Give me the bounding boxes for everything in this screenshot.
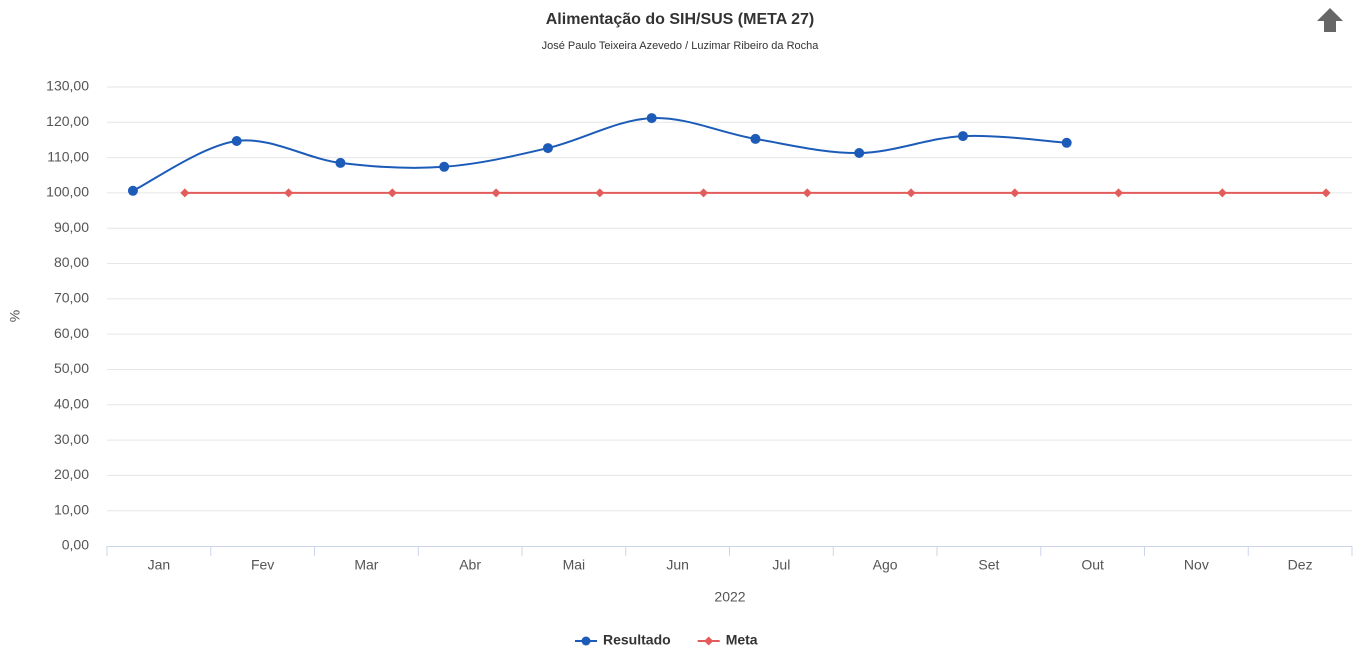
x-tick-label: Mar <box>354 557 378 573</box>
x-tick-label: Nov <box>1184 557 1209 573</box>
point-marker <box>1061 137 1072 148</box>
y-tick-label: 10,00 <box>54 501 89 517</box>
export-button[interactable] <box>1317 8 1343 32</box>
x-tick-label: Ago <box>873 557 898 573</box>
y-tick-label: 60,00 <box>54 325 89 341</box>
y-tick-label: 40,00 <box>54 395 89 411</box>
x-axis-title: 2022 <box>714 589 745 605</box>
y-tick-label: 80,00 <box>54 254 89 270</box>
x-tick-label: Abr <box>459 557 481 573</box>
point-marker <box>957 131 968 142</box>
x-tick-label: Jul <box>772 557 790 573</box>
point-marker <box>1010 188 1020 198</box>
point-marker <box>1114 188 1124 198</box>
point-marker <box>180 188 190 198</box>
point-marker <box>1321 188 1331 198</box>
series-line <box>132 117 1067 192</box>
x-tick-label: Out <box>1081 557 1104 573</box>
point-marker <box>231 136 242 147</box>
point-marker <box>387 188 397 198</box>
chart-subtitle: José Paulo Teixeira Azevedo / Luzimar Ri… <box>542 40 820 52</box>
y-axis-title: % <box>7 310 23 322</box>
y-tick-label: 70,00 <box>54 290 89 306</box>
y-tick-label: 130,00 <box>46 78 89 94</box>
point-marker <box>1217 188 1227 198</box>
y-tick-label: 90,00 <box>54 219 89 235</box>
export-icon[interactable] <box>1317 8 1343 32</box>
x-tick-label: Jun <box>666 557 689 573</box>
x-tick-label: Mai <box>563 557 586 573</box>
legend-symbol <box>704 636 714 646</box>
y-tick-label: 110,00 <box>47 148 89 164</box>
y-tick-label: 100,00 <box>46 184 89 200</box>
point-marker <box>284 188 294 198</box>
x-tick-label: Dez <box>1288 557 1313 573</box>
point-marker <box>699 188 709 198</box>
y-tick-label: 0,00 <box>62 537 89 553</box>
point-marker <box>127 185 138 196</box>
point-marker <box>491 188 501 198</box>
legend-symbol <box>581 636 591 646</box>
point-marker <box>646 113 657 124</box>
point-marker <box>595 188 605 198</box>
chart-title: Alimentação do SIH/SUS (META 27) <box>546 11 814 28</box>
y-tick-label: 20,00 <box>54 466 89 482</box>
legend-label: Resultado <box>603 632 671 648</box>
point-marker <box>439 161 450 172</box>
point-marker <box>750 133 761 144</box>
x-tick-label: Jan <box>148 557 171 573</box>
point-marker <box>906 188 916 198</box>
point-marker <box>854 148 865 159</box>
point-marker <box>542 143 553 154</box>
legend-label: Meta <box>726 632 758 648</box>
x-tick-label: Set <box>978 557 999 573</box>
y-tick-label: 50,00 <box>54 360 89 376</box>
point-marker <box>802 188 812 198</box>
y-tick-label: 30,00 <box>54 431 89 447</box>
x-tick-label: Fev <box>251 557 274 573</box>
point-marker <box>335 157 346 168</box>
y-tick-label: 120,00 <box>46 113 89 129</box>
